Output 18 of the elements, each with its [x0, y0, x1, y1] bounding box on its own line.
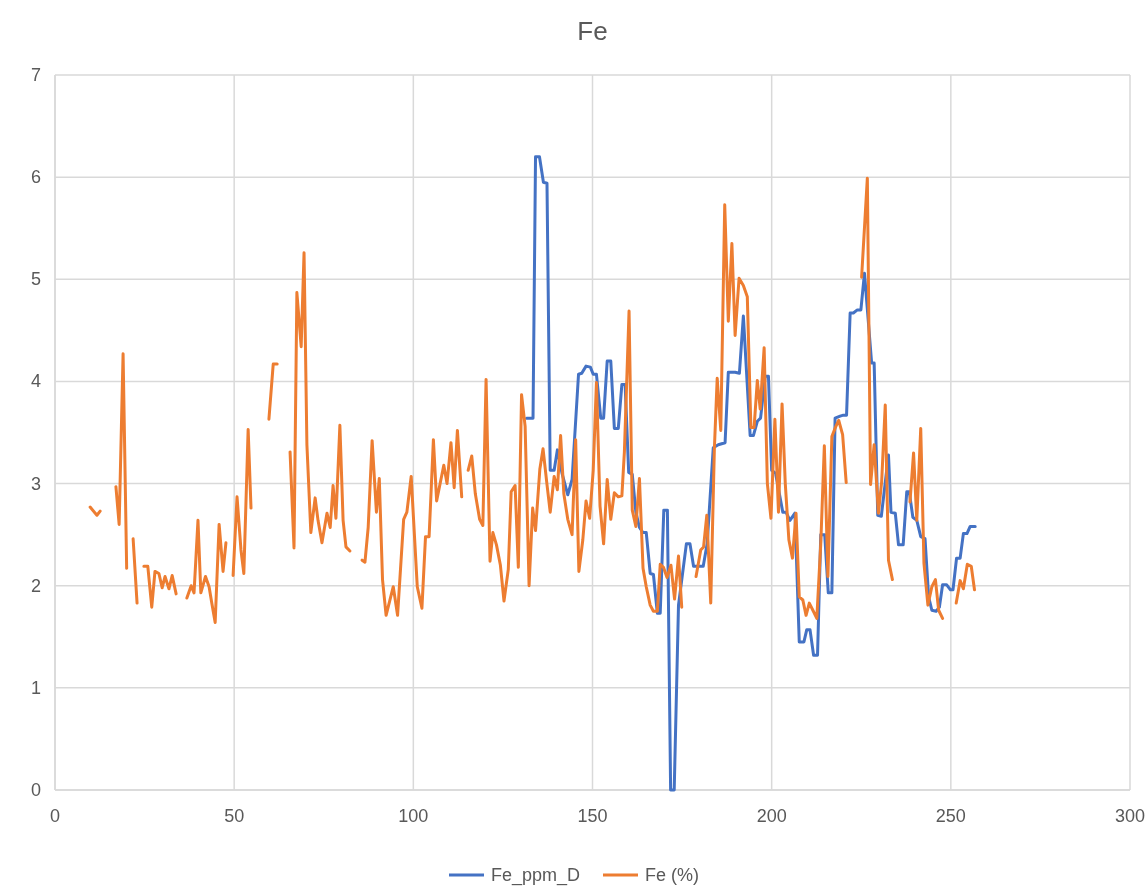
- x-tick-label: 300: [1114, 806, 1145, 826]
- y-tick-label: 4: [30, 371, 41, 392]
- y-tick-label: 7: [30, 65, 41, 85]
- y-tick-label: 6: [30, 167, 41, 188]
- legend-label: Fe (%): [645, 865, 699, 885]
- y-tick-label: 2: [30, 575, 41, 596]
- y-tick-label: 1: [30, 677, 41, 698]
- y-tick-label: 0: [30, 780, 41, 800]
- x-tick-label: 50: [224, 806, 245, 826]
- x-tick-label: 150: [577, 806, 608, 826]
- y-tick-label: 3: [30, 473, 41, 494]
- x-tick-label: 100: [398, 806, 429, 826]
- y-tick-label: 5: [30, 269, 41, 290]
- legend-label: Fe_ppm_D: [491, 865, 581, 886]
- chart-title: Fe: [577, 16, 608, 46]
- x-tick-label: 200: [756, 806, 787, 826]
- x-tick-label: 250: [935, 806, 966, 826]
- x-tick-label: 0: [49, 806, 61, 826]
